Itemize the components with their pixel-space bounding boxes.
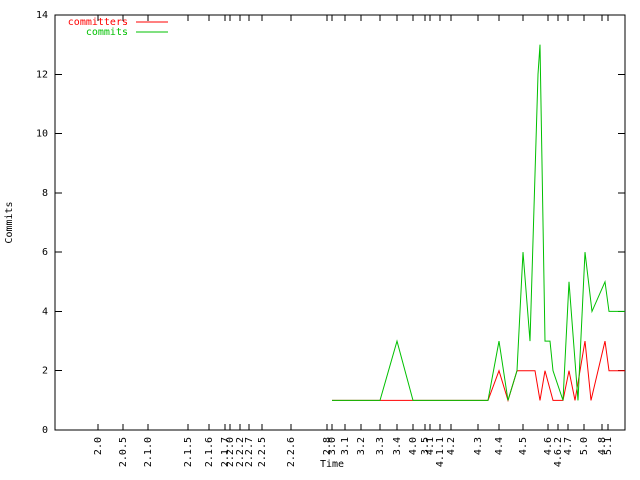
series-committers bbox=[332, 340, 625, 403]
x-tick-label: 2.1.7 bbox=[220, 437, 231, 467]
x-axis-ticks bbox=[97, 15, 609, 430]
x-tick-label: 2.2.2 bbox=[235, 437, 246, 467]
x-tick-label: 4.8 bbox=[597, 437, 608, 455]
y-tick-label: 10 bbox=[36, 129, 48, 140]
x-tick-label: 5.1 bbox=[603, 437, 614, 455]
x-tick-label: 2.1.6 bbox=[204, 437, 215, 467]
x-tick-label: 2.2.7 bbox=[244, 437, 255, 467]
x-tick-label: 2.0 bbox=[93, 437, 104, 455]
x-tick-label: 4.5 bbox=[518, 437, 529, 455]
series-commits bbox=[332, 44, 625, 401]
y-axis-ticks bbox=[55, 14, 625, 431]
plot-border bbox=[54, 14, 626, 431]
x-tick-label: 4.7 bbox=[563, 437, 574, 455]
y-tick-label: 8 bbox=[42, 188, 48, 199]
x-tick-label: 3.1 bbox=[340, 437, 351, 455]
x-tick-label: 2.2.6 bbox=[286, 437, 297, 467]
y-tick-label: 12 bbox=[36, 69, 48, 80]
y-tick-label: 14 bbox=[36, 10, 48, 21]
x-tick-label: 3.4 bbox=[392, 437, 403, 455]
x-tick-label: 4.2 bbox=[446, 437, 457, 455]
y-tick-label: 4 bbox=[42, 306, 48, 317]
x-tick-label: 4.6 bbox=[543, 437, 554, 455]
x-tick-label: 4.4 bbox=[494, 437, 505, 455]
x-tick-label: 2.2.0 bbox=[225, 437, 236, 467]
x-tick-label: 2.8 bbox=[322, 437, 333, 455]
x-tick-label: 2.1.0 bbox=[143, 437, 154, 467]
x-axis-tick-labels: 2.0 2.0.5 2.1.0 2.1.5 2.1.6 2.1.72.2.0 2.2.22.… bbox=[93, 437, 614, 467]
x-tick-label: 4.0 bbox=[408, 437, 419, 455]
x-tick-label: 2.0.5 bbox=[118, 437, 129, 467]
x-tick-label: 3.5 bbox=[420, 437, 431, 455]
x-tick-label: 3.2 bbox=[356, 437, 367, 455]
x-tick-label: 3.3 bbox=[375, 437, 386, 455]
y-tick-label: 2 bbox=[42, 366, 48, 377]
y-axis-title: Commits bbox=[4, 201, 15, 243]
x-tick-label: 4.1.1 bbox=[435, 437, 446, 467]
x-tick-label: 4.3 bbox=[473, 437, 484, 455]
legend-label-commits: commits bbox=[86, 27, 128, 38]
x-tick-label: 2.1.5 bbox=[183, 437, 194, 467]
x-tick-label: 4.6.2 bbox=[553, 437, 564, 467]
x-tick-label: 2.2.5 bbox=[257, 437, 268, 467]
y-tick-label: 6 bbox=[42, 247, 48, 258]
y-axis-tick-labels: 0 2 4 6 8 10 12 14 bbox=[36, 10, 48, 436]
y-tick-label: 0 bbox=[42, 425, 48, 436]
legend-label-committers: committers bbox=[68, 17, 128, 28]
x-tick-label: 4.1 bbox=[425, 437, 436, 455]
x-axis-title: Time bbox=[320, 459, 344, 470]
x-tick-label: 5.0 bbox=[579, 437, 590, 455]
x-tick-label: 3.0 bbox=[327, 437, 338, 455]
